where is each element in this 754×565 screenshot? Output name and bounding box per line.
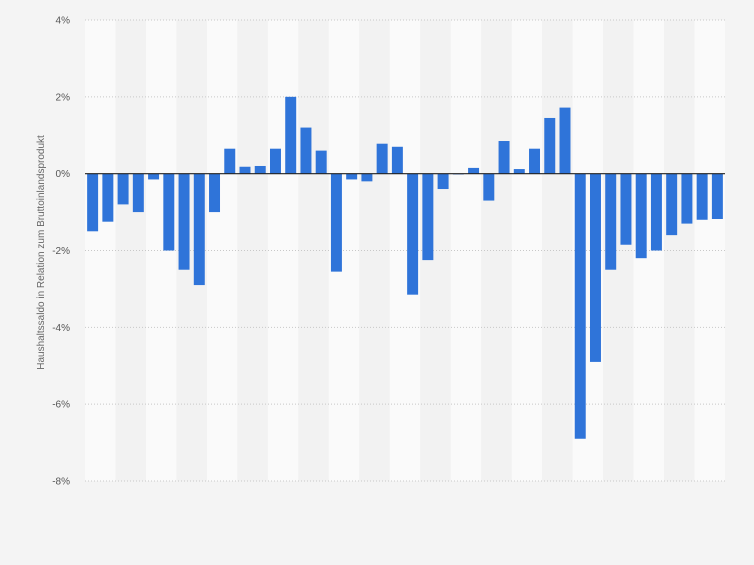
- y-tick-label: -6%: [52, 400, 70, 411]
- bar[interactable]: [269, 148, 281, 174]
- bar[interactable]: [117, 173, 129, 205]
- bar[interactable]: [102, 173, 114, 222]
- bar[interactable]: [422, 173, 434, 261]
- bar[interactable]: [361, 173, 373, 182]
- bar[interactable]: [376, 143, 388, 174]
- bar[interactable]: [391, 146, 403, 174]
- y-tick-labels: 4% 2% 0% -2% -4% -6% -8%: [52, 16, 70, 488]
- bar[interactable]: [498, 141, 510, 174]
- y-tick-label: 0%: [56, 169, 71, 180]
- y-tick-label: -8%: [52, 477, 70, 488]
- bar[interactable]: [666, 173, 678, 236]
- bar[interactable]: [574, 173, 586, 439]
- bar[interactable]: [605, 173, 617, 270]
- bar[interactable]: [254, 165, 266, 174]
- bar[interactable]: [346, 173, 358, 180]
- bars: [87, 96, 723, 439]
- bar[interactable]: [193, 173, 205, 286]
- bar[interactable]: [300, 127, 312, 174]
- column-band: [450, 20, 482, 481]
- bar[interactable]: [468, 167, 480, 174]
- bar[interactable]: [132, 173, 144, 213]
- y-tick-label: 4%: [56, 16, 71, 27]
- bar[interactable]: [529, 148, 541, 174]
- bar[interactable]: [315, 150, 327, 174]
- bar[interactable]: [696, 173, 708, 220]
- bar[interactable]: [224, 148, 236, 174]
- bar[interactable]: [635, 173, 647, 259]
- bar[interactable]: [650, 173, 662, 251]
- bar[interactable]: [285, 96, 297, 174]
- bar[interactable]: [148, 173, 160, 180]
- bar[interactable]: [711, 173, 723, 219]
- bar[interactable]: [330, 173, 342, 272]
- bar[interactable]: [681, 173, 693, 224]
- bar[interactable]: [483, 173, 495, 201]
- bar[interactable]: [407, 173, 419, 295]
- y-tick-label: 2%: [56, 92, 71, 103]
- bar[interactable]: [589, 173, 601, 362]
- bar[interactable]: [87, 173, 99, 232]
- bar[interactable]: [178, 173, 190, 270]
- y-tick-label: -2%: [52, 246, 70, 257]
- bar[interactable]: [239, 166, 251, 174]
- bar[interactable]: [209, 173, 221, 213]
- bar[interactable]: [163, 173, 175, 251]
- bar[interactable]: [513, 169, 525, 174]
- bar[interactable]: [544, 117, 556, 174]
- bar[interactable]: [559, 107, 571, 174]
- y-tick-label: -4%: [52, 323, 70, 334]
- bar[interactable]: [437, 173, 449, 190]
- bar[interactable]: [620, 173, 632, 245]
- y-axis-label: Haushaltssaldo in Relation zum Bruttoinl…: [36, 135, 47, 370]
